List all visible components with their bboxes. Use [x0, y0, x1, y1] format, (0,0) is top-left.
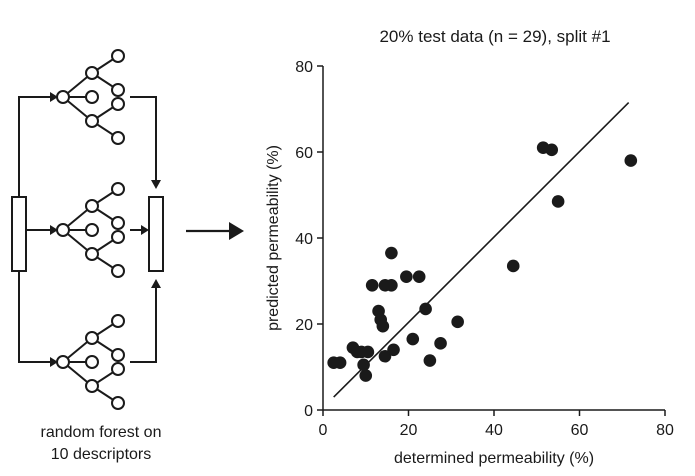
tree-node: [111, 97, 125, 111]
tree-node: [111, 49, 125, 63]
tree-node: [85, 331, 99, 345]
tree-1: [56, 49, 125, 145]
data-point: [506, 259, 520, 273]
data-point: [412, 270, 426, 284]
y-axis-label: predicted permeability (%): [265, 145, 282, 331]
input-branch-top: [18, 96, 50, 197]
tree-node: [85, 223, 99, 237]
tree-node: [85, 66, 99, 80]
tree-node: [111, 314, 125, 328]
x-tick-label: 80: [656, 422, 674, 439]
data-point: [385, 246, 398, 260]
data-point: [423, 354, 437, 367]
tree-node: [111, 362, 125, 376]
chart-title: 20% test data (n = 29), split #1: [379, 27, 610, 46]
data-point: [385, 279, 398, 292]
tree-node: [111, 396, 125, 410]
output-box: [148, 196, 164, 272]
tree-node: [56, 355, 70, 369]
x-tick-label: 40: [485, 422, 503, 439]
diagram-caption-line1: random forest on: [41, 424, 162, 441]
data-point: [551, 195, 565, 208]
data-point: [359, 369, 373, 382]
tree-node: [111, 216, 125, 230]
tree-node: [111, 182, 125, 196]
fit-line: [333, 101, 630, 398]
big-arrow: [186, 222, 244, 240]
data-point: [361, 345, 375, 359]
scatter-chart: 20% test data (n = 29), split #1 0 20 40 60…: [265, 27, 674, 467]
data-point: [406, 332, 420, 346]
decision-trees: [56, 49, 125, 410]
data-point: [451, 315, 464, 329]
diagram-caption-line2: 10 descriptors: [51, 446, 152, 463]
arrowhead-output-middle: [141, 225, 149, 235]
input-box: [11, 196, 27, 272]
data-point: [376, 319, 390, 333]
x-tick-label: 20: [400, 422, 418, 439]
tree-node: [85, 114, 99, 128]
tree-node: [85, 355, 99, 369]
data-point: [378, 349, 392, 363]
tree-node: [85, 379, 99, 393]
tree-node: [85, 90, 99, 104]
tree-3: [56, 314, 125, 410]
output-branch-bottom: [130, 288, 157, 363]
tree-node: [111, 131, 125, 145]
data-point: [434, 337, 447, 350]
tree-node: [111, 348, 125, 362]
data-points: [327, 141, 638, 382]
tree-node: [111, 230, 125, 244]
axis-ticks: 0 20 40 60 80 0 20 40 60 80: [295, 59, 674, 439]
output-branch-top: [130, 96, 157, 180]
tree-node: [56, 223, 70, 237]
random-forest-diagram: [11, 96, 164, 363]
data-point: [400, 270, 413, 284]
tree-node: [111, 83, 125, 97]
data-point: [357, 358, 370, 372]
arrowhead-output-top: [151, 180, 161, 189]
arrowhead-input-bottom: [50, 357, 58, 367]
arrowheads: [50, 92, 161, 367]
data-point: [365, 279, 379, 292]
data-point: [624, 154, 638, 167]
y-tick-label: 20: [295, 317, 313, 334]
input-branch-bottom: [18, 271, 50, 363]
arrowhead-input-middle: [50, 225, 58, 235]
y-tick-label: 60: [295, 145, 313, 162]
x-axis-label: determined permeability (%): [394, 450, 594, 467]
arrowhead-output-bottom: [151, 279, 161, 288]
data-point: [419, 302, 432, 316]
data-point: [333, 356, 347, 370]
data-point: [387, 343, 400, 357]
data-point: [545, 143, 559, 157]
tree-node: [85, 247, 99, 261]
x-tick-label: 0: [319, 422, 328, 439]
arrowhead-input-top: [50, 92, 58, 102]
y-tick-label: 80: [295, 59, 313, 76]
tree-node: [85, 199, 99, 213]
tree-node: [111, 264, 125, 278]
tree-node: [56, 90, 70, 104]
y-tick-label: 0: [304, 403, 313, 420]
y-tick-label: 40: [295, 231, 313, 248]
tree-2: [56, 182, 125, 278]
x-tick-label: 60: [571, 422, 589, 439]
